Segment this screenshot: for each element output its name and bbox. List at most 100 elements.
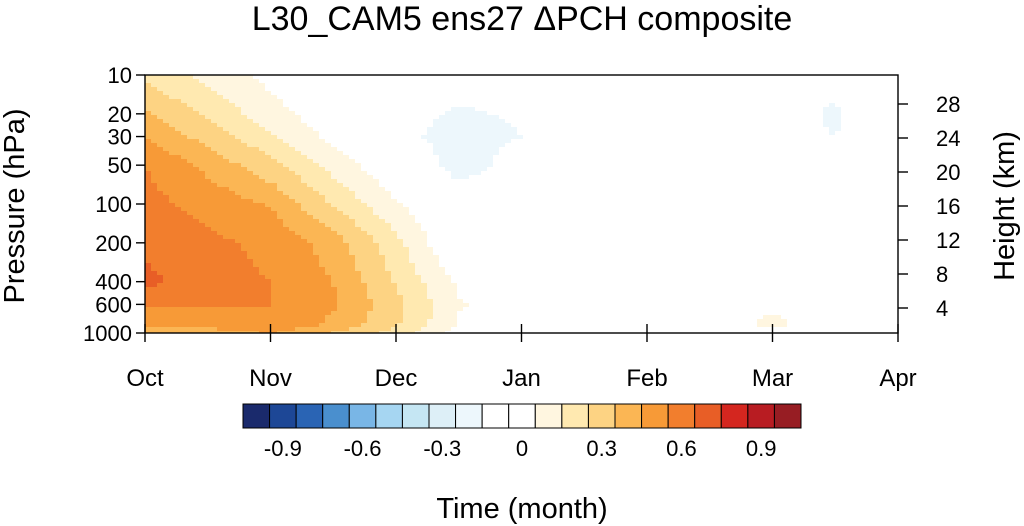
contour-cell	[541, 219, 548, 224]
contour-cell	[289, 99, 296, 104]
contour-cell	[577, 159, 584, 164]
contour-cell	[289, 211, 296, 216]
contour-cell	[535, 191, 542, 196]
contour-cell	[679, 103, 686, 108]
contour-cell	[601, 199, 608, 204]
contour-cell	[835, 99, 842, 104]
contour-cell	[847, 135, 854, 140]
contour-cell	[499, 159, 506, 164]
contour-cell	[883, 215, 890, 220]
contour-cell	[289, 203, 296, 208]
contour-cell	[505, 207, 512, 212]
contour-cell	[187, 179, 194, 184]
contour-cell	[295, 187, 302, 192]
contour-cell	[697, 191, 704, 196]
contour-cell	[433, 127, 440, 132]
contour-cell	[205, 103, 212, 108]
contour-cell	[229, 199, 236, 204]
contour-cell	[823, 91, 830, 96]
contour-cell	[259, 151, 266, 156]
contour-cell	[361, 111, 368, 116]
contour-cell	[751, 163, 758, 168]
contour-cell	[385, 111, 392, 116]
contour-cell	[883, 163, 890, 168]
contour-cell	[325, 183, 332, 188]
contour-cell	[235, 79, 242, 84]
contour-cell	[199, 103, 206, 108]
contour-cell	[547, 155, 554, 160]
contour-cell	[841, 79, 848, 84]
contour-cell	[163, 207, 170, 212]
contour-cell	[499, 91, 506, 96]
contour-cell	[415, 99, 422, 104]
contour-cell	[439, 123, 446, 128]
contour-cell	[433, 135, 440, 140]
contour-cell	[151, 119, 158, 124]
contour-cell	[241, 175, 248, 180]
contour-cell	[253, 155, 260, 160]
contour-cell	[259, 191, 266, 196]
contour-cell	[307, 135, 314, 140]
contour-cell	[733, 163, 740, 168]
contour-cell	[487, 191, 494, 196]
contour-cell	[721, 227, 728, 232]
contour-cell	[637, 167, 644, 172]
contour-cell	[445, 163, 452, 168]
contour-cell	[253, 95, 260, 100]
contour-cell	[475, 139, 482, 144]
contour-cell	[793, 211, 800, 216]
contour-cell	[199, 155, 206, 160]
contour-cell	[349, 227, 356, 232]
contour-cell	[295, 219, 302, 224]
contour-cell	[289, 195, 296, 200]
contour-cell	[391, 87, 398, 92]
contour-cell	[463, 191, 470, 196]
contour-cell	[169, 163, 176, 168]
contour-cell	[889, 223, 896, 228]
contour-cell	[169, 131, 176, 136]
contour-cell	[229, 75, 236, 80]
contour-cell	[151, 231, 158, 236]
contour-cell	[589, 199, 596, 204]
contour-cell	[457, 187, 464, 192]
contour-cell	[547, 131, 554, 136]
contour-cell	[883, 211, 890, 216]
contour-cell	[445, 199, 452, 204]
contour-cell	[745, 195, 752, 200]
contour-cell	[877, 143, 884, 148]
contour-cell	[583, 115, 590, 120]
contour-cell	[463, 187, 470, 192]
contour-cell	[349, 135, 356, 140]
contour-cell	[643, 203, 650, 208]
contour-cell	[865, 91, 872, 96]
contour-cell	[187, 75, 194, 80]
contour-cell	[427, 223, 434, 228]
contour-cell	[493, 171, 500, 176]
contour-cell	[613, 159, 620, 164]
contour-cell	[757, 159, 764, 164]
contour-cell	[433, 139, 440, 144]
contour-cell	[763, 87, 770, 92]
contour-cell	[163, 135, 170, 140]
contour-cell	[355, 115, 362, 120]
contour-cell	[571, 115, 578, 120]
contour-cell	[235, 163, 242, 168]
contour-cell	[199, 195, 206, 200]
contour-cell	[385, 139, 392, 144]
contour-cell	[817, 191, 824, 196]
contour-cell	[871, 119, 878, 124]
contour-cell	[313, 219, 320, 224]
contour-cell	[817, 99, 824, 104]
contour-cell	[691, 215, 698, 220]
contour-cell	[727, 187, 734, 192]
contour-cell	[733, 75, 740, 80]
contour-cell	[607, 87, 614, 92]
contour-cell	[559, 191, 566, 196]
contour-cell	[469, 83, 476, 88]
contour-cell	[607, 175, 614, 180]
contour-cell	[457, 83, 464, 88]
contour-cell	[223, 175, 230, 180]
contour-cell	[547, 223, 554, 228]
contour-cell	[541, 203, 548, 208]
contour-cell	[301, 87, 308, 92]
